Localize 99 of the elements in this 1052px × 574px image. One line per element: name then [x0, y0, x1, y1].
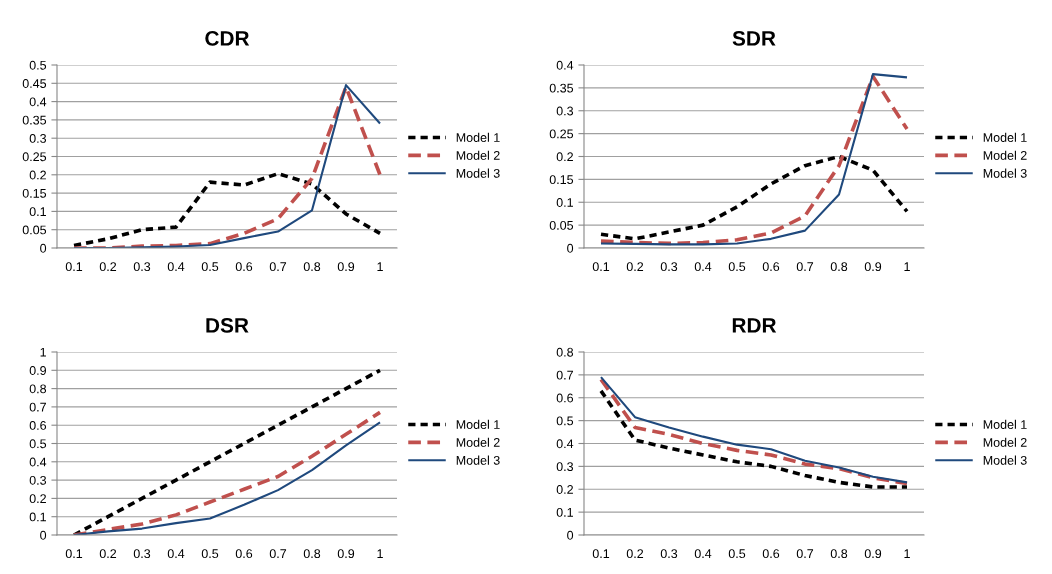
y-tick-label: 0.45 [22, 79, 47, 88]
legend-label: Model 2 [456, 150, 500, 160]
x-tick-label: 0.8 [303, 262, 321, 272]
y-tick-label: 0.4 [556, 60, 574, 70]
chart-title: SDR [732, 31, 776, 46]
y-tick-label: 0.05 [22, 225, 47, 235]
chart-title: CDR [205, 31, 250, 46]
y-tick-label: 0.3 [556, 462, 574, 472]
legend-label: Model 3 [983, 455, 1027, 465]
y-tick-label: 0.25 [549, 129, 574, 139]
y-tick-label: 0.35 [22, 115, 47, 125]
y-tick-label: 0.8 [556, 347, 574, 357]
y-tick-label: 0 [567, 243, 574, 253]
x-tick-label: 1 [904, 549, 910, 558]
y-tick-label: 0.05 [549, 220, 574, 230]
x-tick-label: 0.3 [133, 262, 151, 272]
x-tick-label: 0.7 [796, 549, 814, 559]
x-tick-label: 0.6 [235, 262, 253, 272]
y-tick-label: 0.4 [29, 97, 47, 107]
y-tick-label: 0.5 [29, 439, 47, 449]
legend-label: Model 2 [456, 437, 500, 447]
x-tick-label: 0.3 [660, 262, 678, 272]
legend-label: Model 3 [456, 168, 500, 178]
y-tick-label: 0.2 [556, 485, 573, 494]
x-tick-label: 0.2 [626, 549, 644, 559]
y-tick-label: 0.2 [29, 170, 46, 180]
x-tick-label: 0.8 [830, 262, 848, 272]
x-tick-label: 1 [377, 549, 383, 558]
x-tick-label: 0.9 [864, 549, 882, 559]
x-tick-label: 0.1 [65, 262, 83, 272]
y-tick-label: 0 [40, 530, 47, 540]
x-tick-label: 0.8 [830, 549, 848, 559]
legend-label: Model 3 [456, 455, 500, 465]
y-tick-label: 0.4 [556, 439, 574, 449]
x-tick-label: 0.3 [660, 549, 678, 559]
y-tick-label: 0.9 [29, 366, 46, 375]
x-tick-label: 0.9 [337, 262, 355, 272]
x-tick-label: 1 [904, 262, 910, 271]
legend-label: Model 2 [983, 437, 1027, 447]
y-tick-label: 0.6 [29, 421, 47, 430]
legend-label: Model 1 [983, 419, 1027, 429]
x-tick-label: 0.2 [99, 262, 117, 272]
y-tick-label: 0.4 [29, 457, 47, 467]
legend-label: Model 1 [983, 132, 1027, 142]
y-tick-label: 0.3 [29, 475, 47, 485]
y-tick-label: 0 [40, 243, 47, 253]
line-series [599, 154, 909, 241]
chart-title: DSR [206, 318, 249, 333]
x-tick-label: 0.5 [728, 262, 746, 272]
y-tick-label: 0.1 [556, 198, 573, 207]
legend-label: Model 2 [983, 150, 1027, 160]
x-tick-label: 0.4 [167, 262, 185, 272]
y-tick-label: 0.15 [22, 188, 47, 198]
y-tick-label: 0.35 [549, 83, 574, 93]
x-tick-label: 0.9 [864, 262, 882, 272]
y-tick-label: 0.8 [29, 384, 47, 394]
x-tick-label: 0.5 [201, 549, 219, 559]
y-tick-label: 0.5 [556, 416, 574, 426]
y-tick-label: 0.1 [556, 507, 573, 517]
y-tick-label: 1 [40, 347, 46, 357]
y-tick-label: 0.7 [29, 402, 46, 412]
y-tick-label: 0.15 [549, 175, 574, 185]
y-tick-label: 0.5 [29, 60, 47, 70]
legend-label: Model 3 [983, 168, 1027, 178]
x-tick-label: 0.1 [65, 549, 83, 559]
y-tick-label: 0.1 [29, 512, 46, 522]
x-tick-label: 0.1 [592, 549, 610, 559]
y-tick-label: 0.2 [556, 152, 573, 162]
x-tick-label: 0.5 [201, 262, 219, 272]
x-tick-label: 0.4 [167, 549, 185, 559]
y-tick-label: 0.25 [22, 152, 47, 162]
x-tick-label: 1 [377, 262, 383, 271]
y-tick-label: 0.6 [556, 393, 574, 403]
x-tick-label: 0.5 [728, 549, 746, 559]
x-tick-label: 0.7 [269, 549, 287, 559]
line-series [72, 171, 382, 248]
y-tick-label: 0.1 [29, 207, 46, 217]
y-tick-label: 0 [567, 530, 574, 540]
x-tick-label: 0.6 [235, 549, 253, 559]
x-tick-label: 0.3 [133, 549, 151, 559]
legend-label: Model 1 [456, 419, 500, 429]
x-tick-label: 0.7 [269, 262, 287, 272]
legend-label: Model 1 [456, 132, 500, 142]
x-tick-label: 0.4 [694, 549, 712, 559]
x-tick-label: 0.2 [626, 262, 644, 272]
y-tick-label: 0.3 [556, 106, 574, 116]
x-tick-label: 0.2 [99, 549, 117, 559]
x-tick-label: 0.7 [796, 262, 814, 272]
x-tick-label: 0.9 [337, 549, 355, 559]
x-tick-label: 0.8 [303, 549, 321, 559]
chart-title: RDR [732, 318, 777, 333]
y-tick-label: 0.7 [556, 370, 573, 380]
x-tick-label: 0.6 [762, 262, 780, 272]
y-tick-label: 0.2 [29, 494, 46, 504]
y-tick-label: 0.3 [29, 134, 47, 143]
x-tick-label: 0.6 [762, 549, 780, 559]
x-tick-label: 0.1 [592, 262, 610, 272]
line-series [72, 368, 382, 535]
x-tick-label: 0.4 [694, 262, 712, 272]
